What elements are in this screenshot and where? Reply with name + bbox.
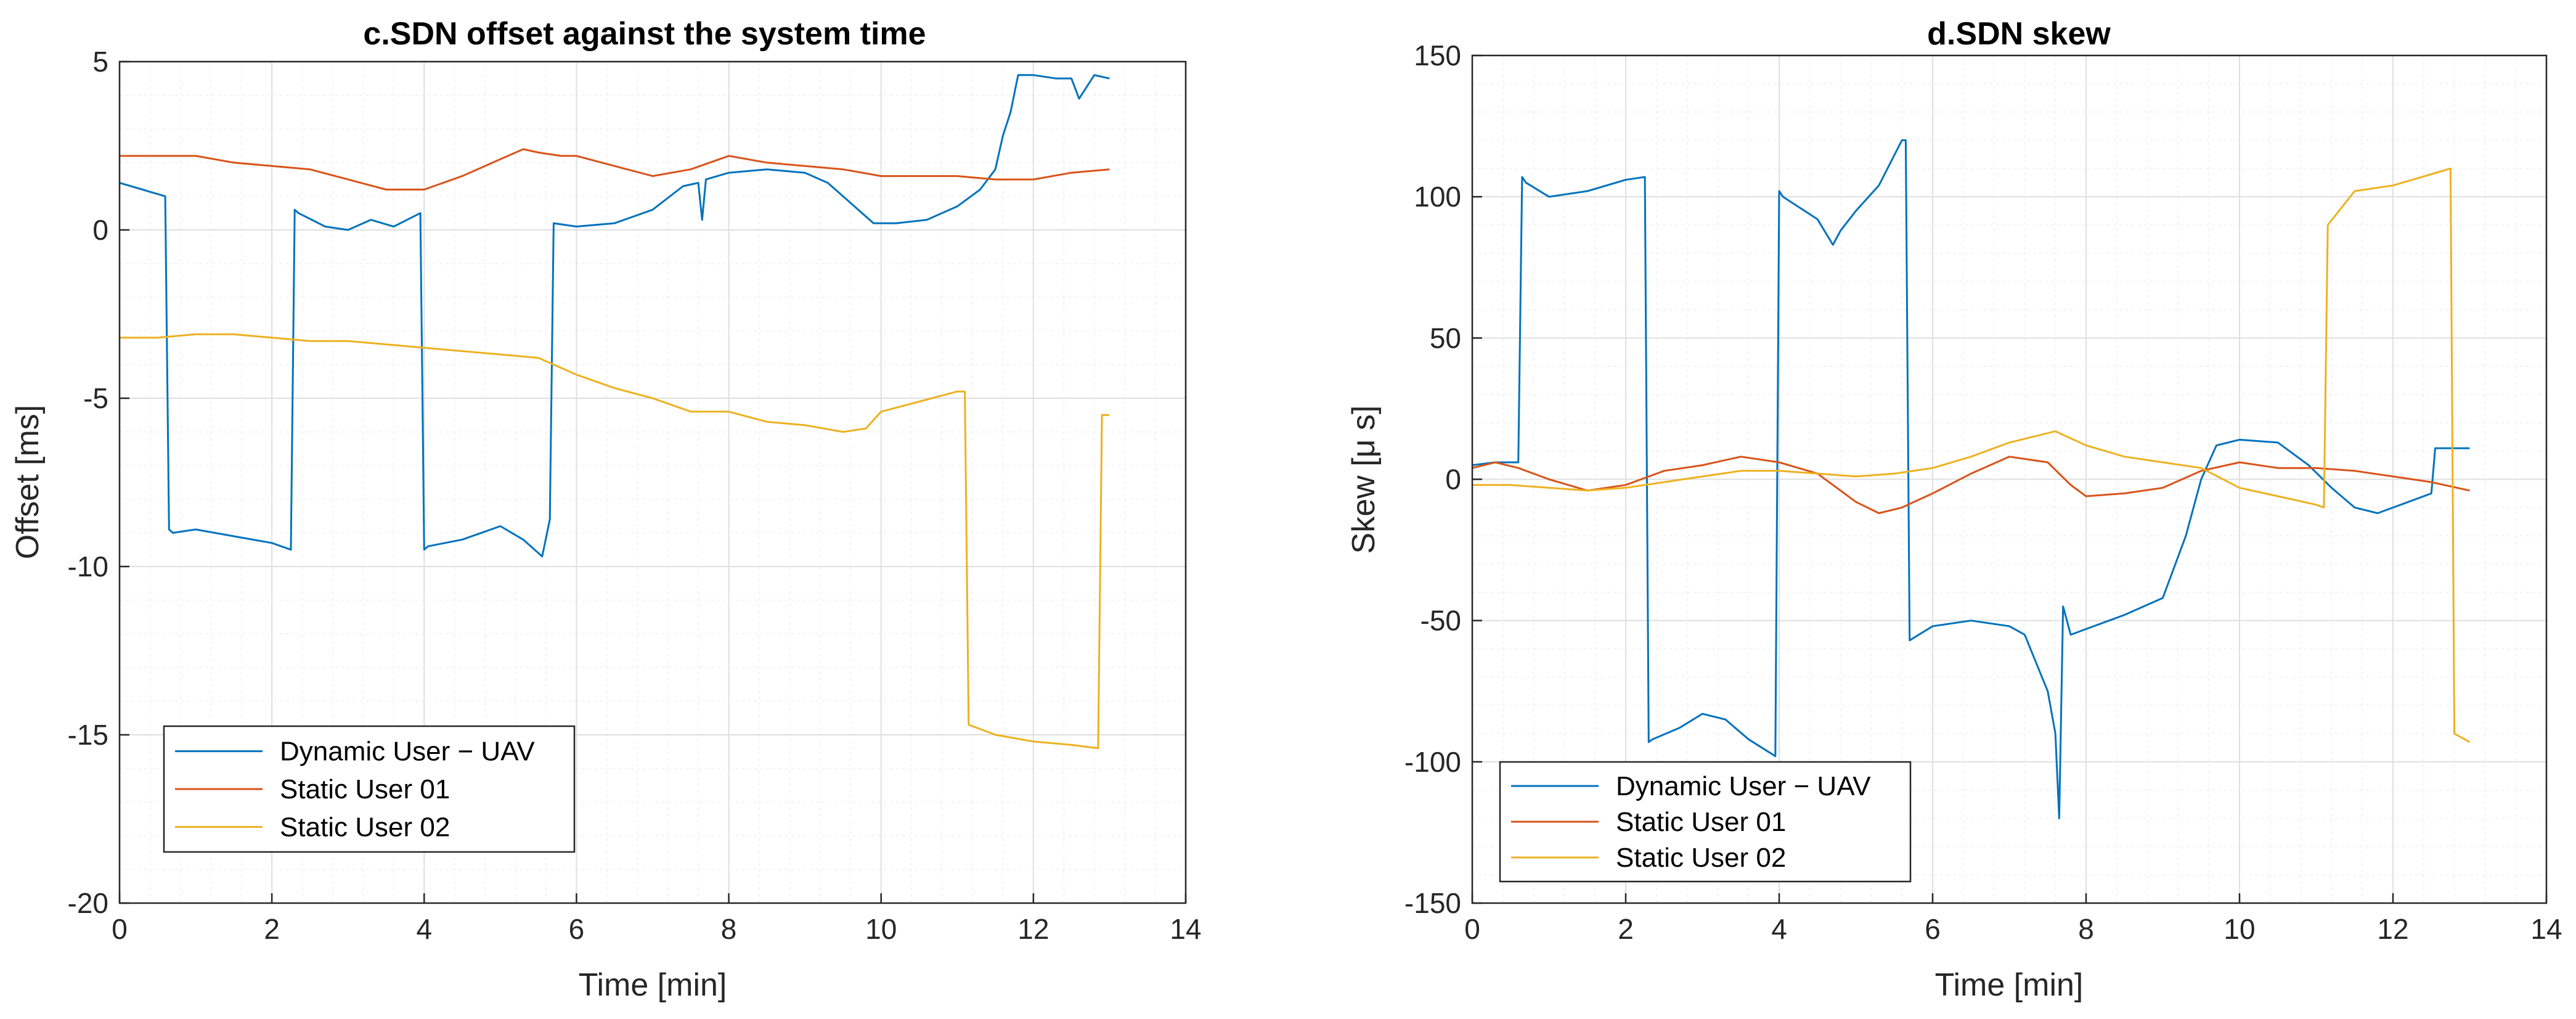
x-tick-label: 4 — [416, 913, 432, 945]
legend-label: Dynamic User − UAV — [280, 737, 535, 767]
x-tick-label: 14 — [2530, 913, 2562, 945]
y-axis-label: Skew [μ s] — [1346, 406, 1382, 554]
chart-skew: d.SDN skew 0 2 4 6 8 10 12 14 -150 -100 -50 0 50 100 1… — [1346, 16, 2562, 1003]
x-axis-label: Time [min] — [1935, 967, 2084, 1003]
series-line-1 — [119, 74, 1110, 558]
y-tick-label: -100 — [1404, 746, 1461, 778]
plot-lines — [1472, 139, 2471, 819]
legend-label: Dynamic User − UAV — [1616, 771, 1871, 801]
x-tick-label: 10 — [2223, 913, 2255, 945]
x-tick-label: 6 — [569, 913, 585, 945]
chart-title: d.SDN skew — [1927, 16, 2111, 52]
plot-lines — [119, 74, 1110, 750]
legend-label: Static User 02 — [280, 812, 450, 842]
x-axis-label: Time [min] — [579, 967, 727, 1003]
x-tick-label: 0 — [1464, 913, 1480, 945]
x-tick-label: 8 — [2078, 913, 2094, 945]
x-tick-label: 8 — [721, 913, 737, 945]
tick-labels: 0 2 4 6 8 10 12 14 -150 -100 -50 0 50 100 150 — [1404, 39, 2562, 945]
y-tick-label: -20 — [68, 887, 108, 919]
x-tick-label: 12 — [2377, 913, 2408, 945]
legend-label: Static User 02 — [1616, 843, 1786, 873]
x-tick-label: 12 — [1017, 913, 1049, 945]
y-tick-label: 0 — [92, 214, 108, 246]
x-tick-label: 2 — [264, 913, 280, 945]
series-line-1 — [1472, 139, 2470, 819]
y-tick-label: 150 — [1414, 39, 1461, 72]
y-tick-label: -150 — [1404, 887, 1461, 919]
x-tick-label: 0 — [112, 913, 128, 945]
y-tick-label: -50 — [1420, 605, 1461, 637]
x-tick-label: 2 — [1618, 913, 1634, 945]
x-tick-label: 4 — [1771, 913, 1787, 945]
y-tick-label: -10 — [68, 550, 108, 583]
chart-title: c.SDN offset against the system time — [363, 16, 926, 52]
series-line-2 — [1472, 456, 2470, 514]
tick-labels: 0 2 4 6 8 10 12 14 -20 -15 -10 -5 0 5 — [68, 46, 1202, 945]
chart-offset: c.SDN offset against the system time 0 2 4… — [10, 16, 1202, 1003]
series-line-3 — [120, 333, 1110, 750]
legend-label: Static User 01 — [1616, 807, 1786, 837]
y-tick-label: -5 — [83, 382, 108, 414]
x-tick-label: 6 — [1925, 913, 1941, 945]
y-tick-label: 50 — [1430, 322, 1461, 354]
series-line-3 — [1472, 167, 2471, 743]
x-tick-label: 14 — [1170, 913, 1201, 945]
y-tick-label: 100 — [1414, 181, 1461, 213]
legend: Dynamic User − UAV Static User 01 Static U… — [1499, 761, 1912, 883]
y-tick-label: 0 — [1445, 464, 1461, 496]
y-axis-label: Offset [ms] — [10, 405, 46, 559]
x-tick-label: 10 — [865, 913, 897, 945]
y-tick-label: 5 — [92, 46, 108, 78]
legend: Dynamic User − UAV Static User 01 Static U… — [163, 725, 576, 853]
legend-label: Static User 01 — [280, 774, 450, 804]
series-line-2 — [120, 148, 1110, 190]
axes-frame — [118, 60, 1187, 904]
y-tick-label: -15 — [68, 719, 108, 751]
